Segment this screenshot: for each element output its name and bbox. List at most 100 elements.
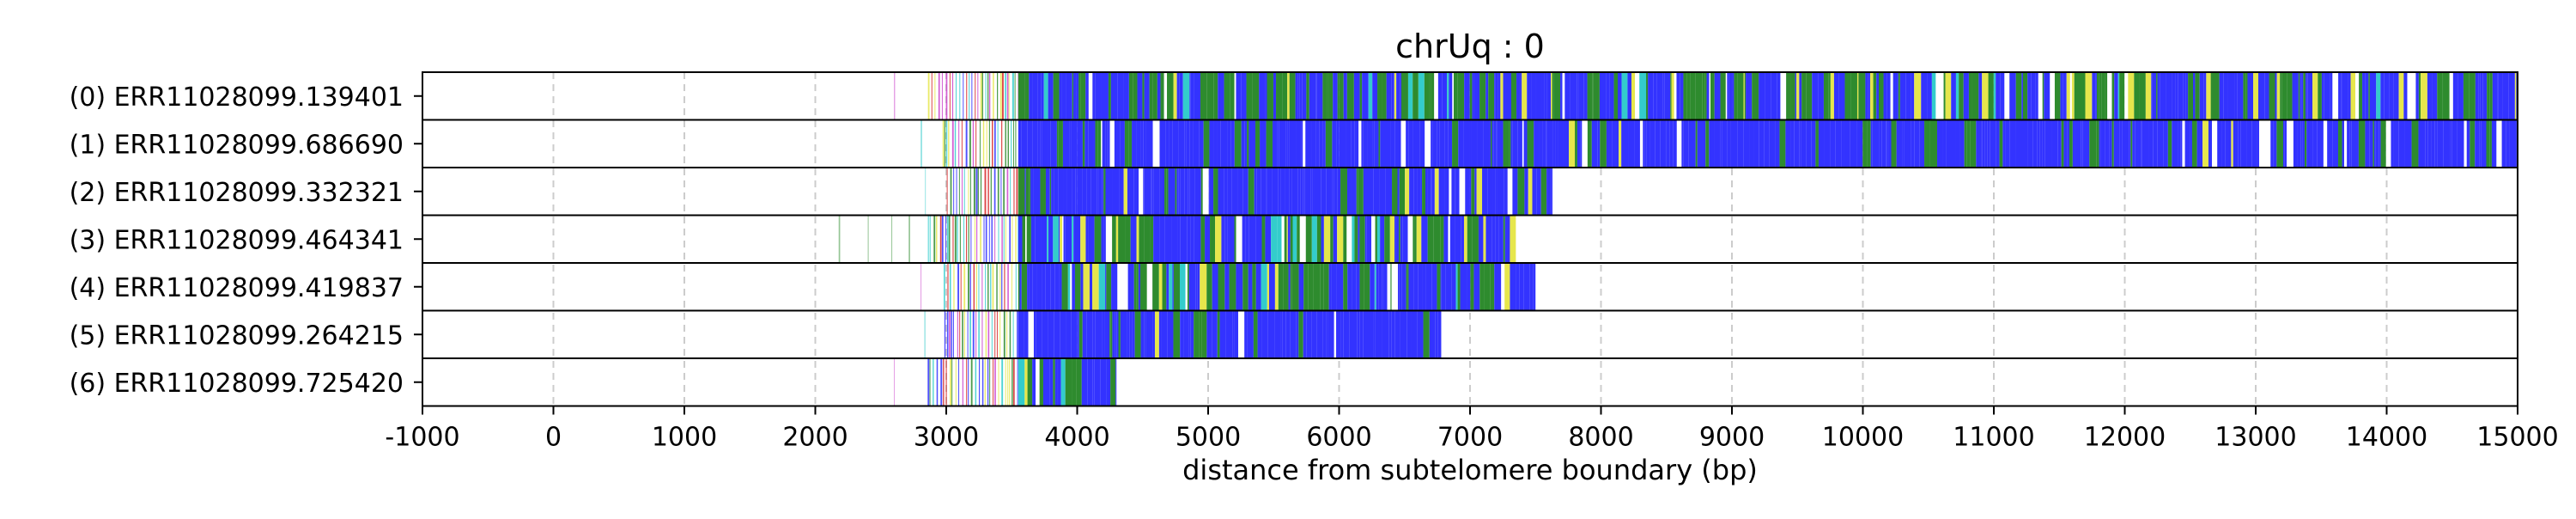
- y-tick-label: (4) ERR11028099.419837: [70, 273, 404, 303]
- motif-segment: [2475, 73, 2479, 119]
- motif-segment: [1087, 359, 1093, 406]
- motif-segment: [2203, 73, 2207, 119]
- motif-segment: [1202, 168, 1209, 215]
- motif-segment: [1303, 168, 1305, 215]
- motif-segment: [1785, 120, 1791, 167]
- motif-segment: [1856, 120, 1863, 167]
- motif-segment: [1698, 120, 1706, 167]
- motif-segment: [1380, 120, 1386, 167]
- motif-segment: [1200, 168, 1203, 215]
- motif-segment: [1083, 264, 1090, 310]
- motif-segment: [1951, 73, 1956, 119]
- motif-segment: [1106, 264, 1112, 310]
- motif-segment: [1346, 168, 1352, 215]
- motif-segment: [1951, 120, 1956, 167]
- motif-segment: [1260, 120, 1267, 167]
- motif-segment: [1039, 359, 1043, 406]
- motif-segment: [1015, 120, 1017, 167]
- motif-segment: [2105, 73, 2108, 119]
- motif-segment: [2509, 120, 2517, 167]
- motif-segment: [1133, 264, 1137, 310]
- motif-segment: [1523, 120, 1526, 167]
- motif-segment: [1232, 311, 1235, 357]
- motif-segment: [1033, 311, 1036, 357]
- motif-segment: [1102, 120, 1106, 167]
- motif-segment: [1411, 311, 1418, 357]
- motif-segment: [1424, 73, 1430, 119]
- motif-segment: [1429, 73, 1431, 119]
- motif-segment: [2365, 73, 2369, 119]
- motif-segment: [1570, 73, 1577, 119]
- motif-segment: [1771, 73, 1777, 119]
- motif-segment: [1280, 311, 1283, 357]
- motif-segment: [1359, 311, 1364, 357]
- motif-segment: [1460, 264, 1467, 310]
- motif-segment: [1627, 73, 1631, 119]
- motif-segment: [1227, 216, 1235, 262]
- motif-segment: [1091, 168, 1097, 215]
- motif-segment: [1184, 168, 1188, 215]
- motif-segment: [1061, 264, 1068, 310]
- motif-segment: [2142, 120, 2149, 167]
- motif-segment: [1441, 264, 1446, 310]
- motif-segment: [2312, 73, 2318, 119]
- motif-segment: [1072, 359, 1077, 406]
- motif-segment: [1053, 359, 1055, 406]
- motif-segment: [1042, 359, 1050, 406]
- motif-segment: [1121, 264, 1128, 310]
- motif-segment: [1298, 311, 1303, 357]
- motif-segment: [2080, 73, 2086, 119]
- motif-segment: [1303, 311, 1307, 357]
- motif-segment: [2124, 73, 2129, 119]
- motif-segment: [2132, 120, 2136, 167]
- motif-segment: [1267, 168, 1273, 215]
- motif-segment: [2022, 73, 2028, 119]
- motif-segment: [1299, 216, 1306, 262]
- motif-segment: [1152, 120, 1160, 167]
- motif-segment: [1018, 120, 1022, 167]
- motif-segment: [1416, 216, 1422, 262]
- motif-segment: [1018, 168, 1025, 215]
- motif-segment: [1676, 120, 1682, 167]
- motif-segment: [1042, 120, 1048, 167]
- motif-segment: [961, 168, 963, 215]
- motif-segment: [1140, 120, 1144, 167]
- motif-segment: [1095, 311, 1103, 357]
- motif-segment: [2356, 120, 2359, 167]
- motif-segment: [1551, 120, 1553, 167]
- motif-segment: [1173, 311, 1181, 357]
- motif-segment: [1794, 120, 1800, 167]
- motif-segment: [1368, 73, 1373, 119]
- motif-segment: [2253, 73, 2258, 119]
- motif-segment: [1288, 264, 1291, 310]
- y-tick-label: (2) ERR11028099.332321: [70, 178, 404, 208]
- motif-segment: [2479, 120, 2482, 167]
- motif-segment: [2223, 73, 2228, 119]
- motif-segment: [1041, 73, 1044, 119]
- motif-segment: [1117, 73, 1124, 119]
- motif-segment: [2349, 120, 2352, 167]
- motif-segment: [999, 264, 1001, 310]
- motif-segment: [2247, 73, 2254, 119]
- motif-segment: [1352, 216, 1355, 262]
- motif-segment: [927, 359, 930, 406]
- motif-segment: [2107, 73, 2112, 119]
- motif-segment: [894, 359, 895, 406]
- motif-segment: [999, 73, 1002, 119]
- motif-segment: [1905, 73, 1911, 119]
- motif-segment: [1527, 73, 1532, 119]
- motif-segment: [1005, 73, 1006, 119]
- motif-segment: [2369, 120, 2373, 167]
- motif-segment: [1205, 216, 1211, 262]
- motif-segment: [2130, 120, 2133, 167]
- motif-segment: [2096, 120, 2099, 167]
- motif-segment: [1400, 216, 1403, 262]
- motif-segment: [1664, 73, 1671, 119]
- motif-segment: [1006, 73, 1009, 119]
- motif-segment: [988, 120, 990, 167]
- motif-segment: [867, 216, 869, 262]
- read-row: [422, 119, 2518, 168]
- motif-segment: [1247, 120, 1249, 167]
- motif-segment: [1249, 216, 1256, 262]
- motif-segment: [1213, 73, 1218, 119]
